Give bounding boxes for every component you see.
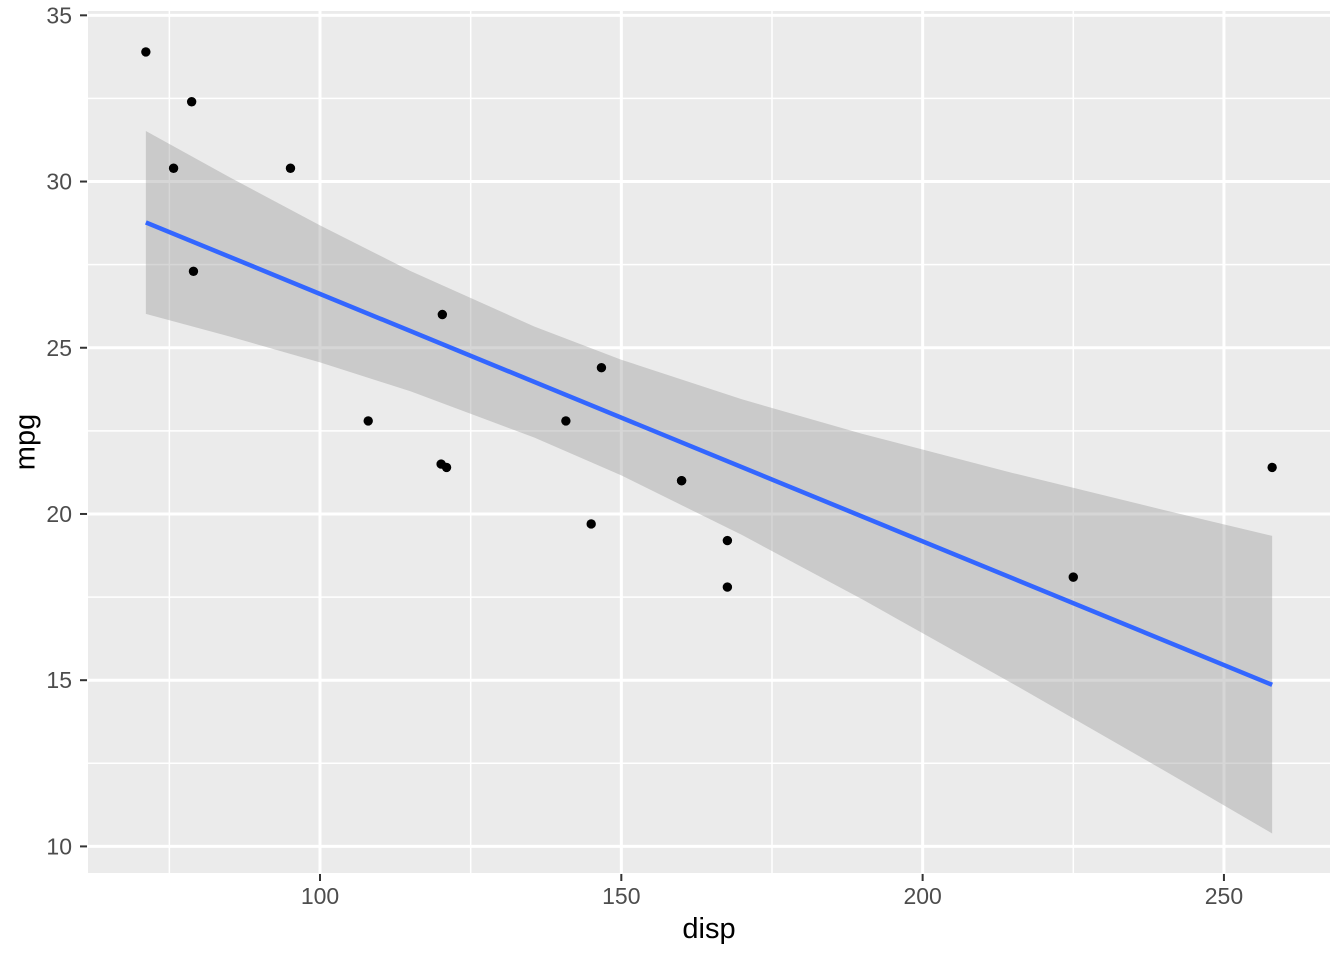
x-tick-label: 200 bbox=[903, 883, 941, 909]
x-tick-label: 150 bbox=[602, 883, 640, 909]
scatter-point bbox=[1267, 462, 1277, 473]
scatter-point bbox=[596, 363, 607, 373]
y-tick-label: 35 bbox=[46, 2, 72, 28]
x-axis-title: disp bbox=[682, 913, 736, 945]
scatter-point bbox=[1068, 572, 1078, 582]
scatter-point bbox=[722, 535, 733, 546]
scatter-point bbox=[188, 266, 199, 276]
y-tick-label: 30 bbox=[46, 169, 72, 195]
scatter-point bbox=[186, 97, 197, 107]
x-tick-label: 250 bbox=[1205, 883, 1243, 909]
y-tick-label: 15 bbox=[46, 667, 72, 693]
scatter-point bbox=[676, 476, 687, 486]
y-tick-label: 20 bbox=[46, 501, 72, 527]
y-tick-label: 25 bbox=[46, 335, 72, 361]
scatter-point bbox=[363, 416, 373, 426]
regression-line bbox=[144, 220, 1274, 687]
scatter-point bbox=[441, 462, 452, 473]
scatter-point bbox=[722, 582, 733, 592]
y-tick-label: 10 bbox=[46, 833, 72, 859]
x-tick-label: 100 bbox=[301, 883, 339, 909]
plot-panel bbox=[88, 11, 1330, 873]
scatter-point bbox=[285, 163, 296, 173]
confidence-band bbox=[145, 131, 1273, 834]
scatter-point bbox=[168, 163, 179, 173]
scatter-point bbox=[586, 519, 596, 529]
scatter-point bbox=[141, 47, 151, 57]
scatter-point bbox=[437, 309, 448, 320]
y-axis-title: mpg bbox=[9, 413, 42, 471]
scatter-point bbox=[561, 416, 571, 426]
